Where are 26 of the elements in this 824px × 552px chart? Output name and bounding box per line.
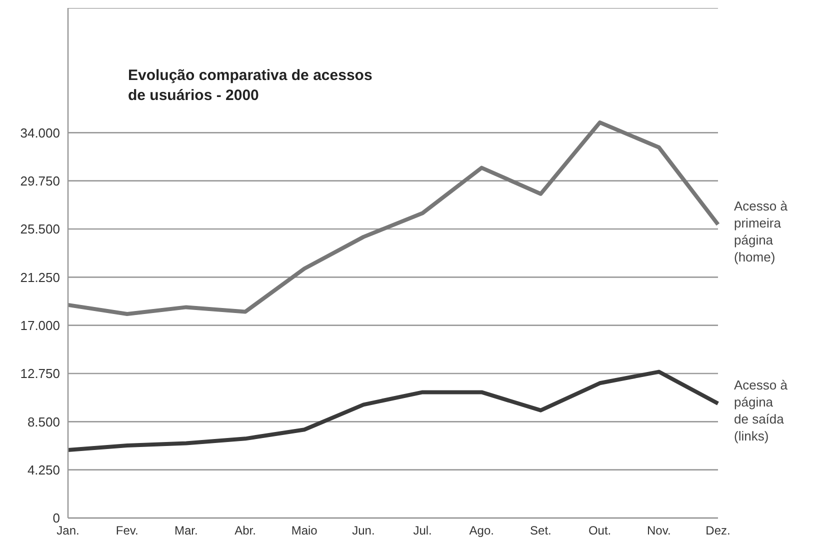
y-tick-label: 34.000 xyxy=(20,125,60,140)
line-series xyxy=(66,120,720,316)
x-tick-label: Maio xyxy=(291,524,318,538)
x-tick-label: Out. xyxy=(588,524,612,538)
y-tick-label: 29.750 xyxy=(20,173,60,188)
x-tick-label: Jan. xyxy=(56,524,80,538)
x-tick-label: Nov. xyxy=(647,524,671,538)
line-series xyxy=(66,370,720,452)
series-label: Acesso à página de saída (links) xyxy=(734,378,788,444)
x-tick-label: Abr. xyxy=(234,524,256,538)
x-tick-label: Fev. xyxy=(116,524,138,538)
y-tick-label: 21.250 xyxy=(20,270,60,285)
x-tick-label: Dez. xyxy=(706,524,730,538)
x-tick-label: Set. xyxy=(530,524,552,538)
y-tick-label: 0 xyxy=(52,510,60,526)
x-tick-label: Jul. xyxy=(413,524,432,538)
text: Evolução comparativa de acessos de usuários - 2000 xyxy=(128,66,374,106)
x-tick-label: Jun. xyxy=(352,524,375,538)
x-tick-label: Ago. xyxy=(469,524,494,538)
y-tick-label: 8.500 xyxy=(27,414,60,430)
y-tick-label: 17.000 xyxy=(20,318,60,333)
y-tick-label: 25.500 xyxy=(20,222,60,237)
series-label: Acesso à primeira página (home) xyxy=(734,198,788,264)
x-tick-label: Mar. xyxy=(174,524,198,538)
y-tick-label: 12.750 xyxy=(20,366,60,382)
y-tick-label: 4.250 xyxy=(27,462,60,478)
